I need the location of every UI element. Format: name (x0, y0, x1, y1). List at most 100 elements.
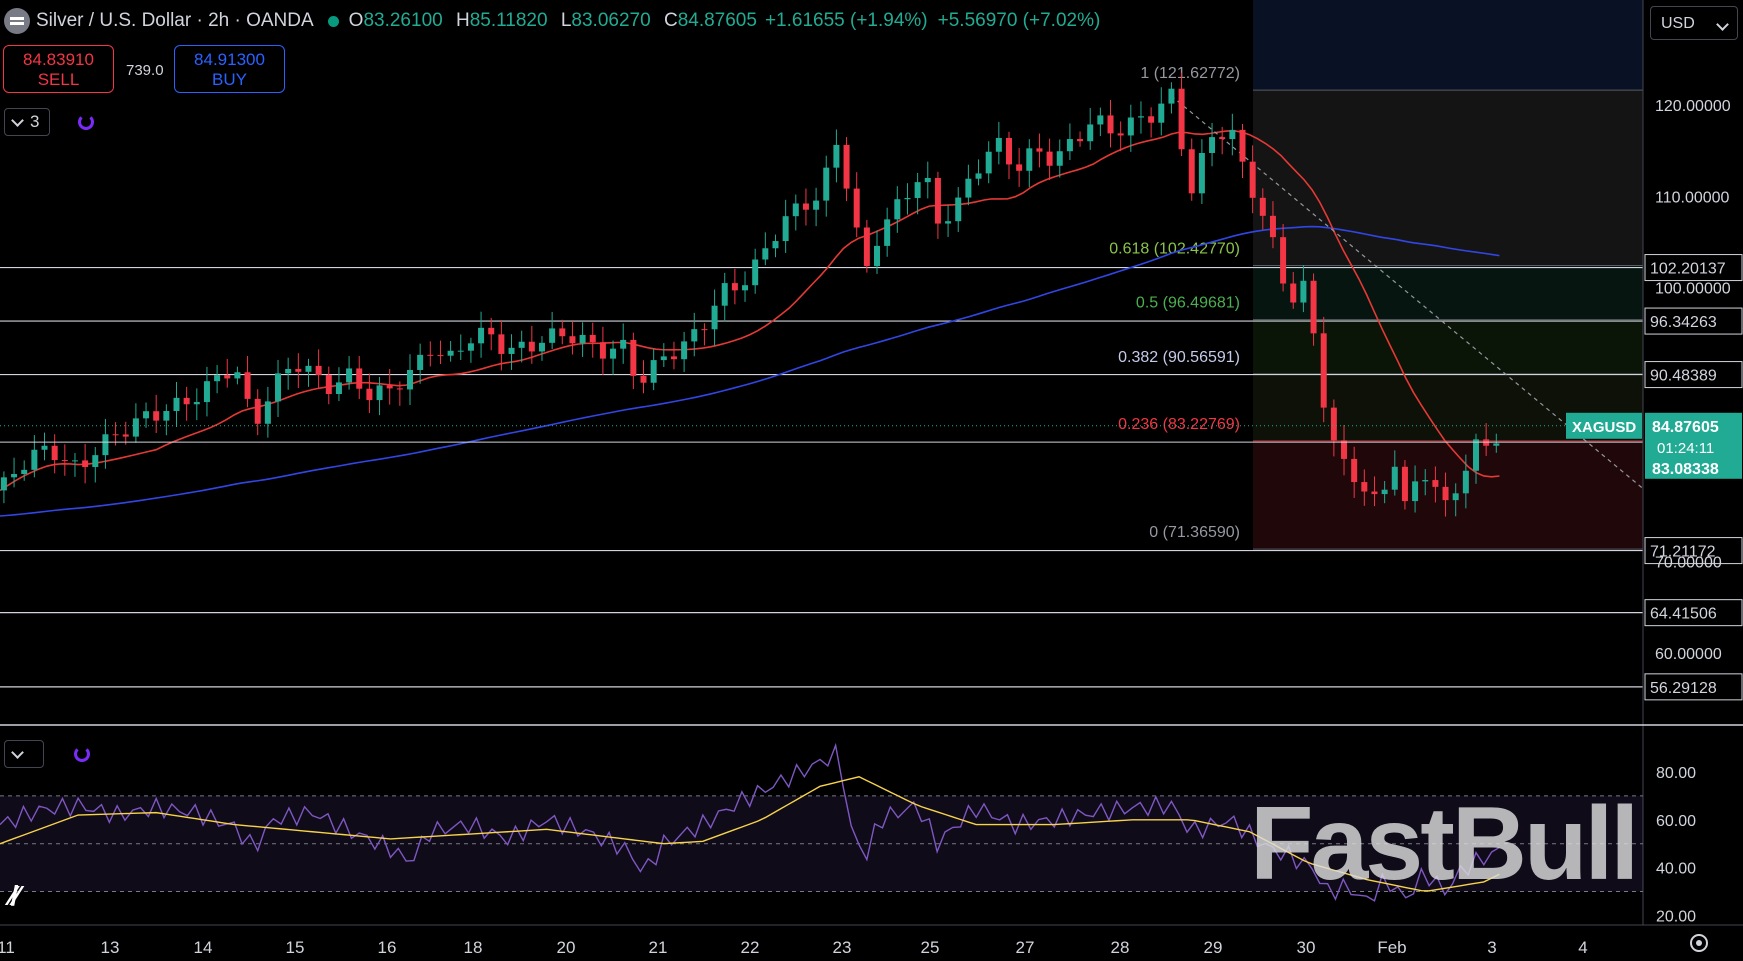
time-axis-label: 20 (557, 938, 576, 957)
candle-body (660, 356, 667, 361)
sell-button[interactable]: 84.83910 SELL (3, 45, 114, 93)
candle-body (670, 356, 677, 360)
tradingview-logo-icon[interactable]: ⁄/⁄ (10, 880, 19, 911)
candle-body (1452, 493, 1459, 501)
trend-line (1171, 95, 1644, 490)
candle-body (335, 382, 342, 394)
candle-body (538, 342, 545, 352)
price-axis-tick: 70.00000 (1655, 555, 1722, 572)
candle-body (214, 375, 221, 382)
candle-body (1493, 443, 1500, 446)
candle-body (366, 388, 373, 401)
candle-body (1148, 116, 1155, 123)
time-axis-label: 13 (101, 938, 120, 957)
candle-body (102, 434, 109, 456)
candle-body (264, 401, 271, 424)
candle-body (305, 365, 312, 372)
candle-body (437, 355, 444, 357)
candle-body (254, 398, 261, 424)
candle-body (599, 342, 606, 359)
fib-level-label: 0.618 (102.42770) (1109, 240, 1240, 257)
candle-body (1097, 115, 1104, 125)
close-value: 84.87605 (677, 10, 757, 31)
time-axis-label: 23 (833, 938, 852, 957)
candle-body (1371, 491, 1378, 495)
buy-label: BUY (212, 70, 247, 89)
settings-icon[interactable] (1690, 934, 1708, 952)
candle-body (417, 354, 424, 370)
candle-body (1056, 151, 1063, 166)
candle-body (1087, 124, 1094, 142)
time-axis-label: 11 (0, 938, 15, 957)
price-change: +1.61655 (+1.94%) (764, 10, 928, 31)
ohlc-values: O83.26100 H85.11820 L83.06270 C84.87605 (349, 10, 765, 32)
level-label: 64.41506 (1650, 606, 1717, 623)
symbol-tag: XAGUSD (1572, 419, 1636, 436)
rsi-ma-line (0, 776, 1500, 892)
level-label-box (1644, 537, 1743, 565)
candle-body (894, 199, 901, 220)
candle-body (92, 455, 99, 468)
market-open-dot-icon (327, 15, 339, 27)
rsi-axis-tick: 60.00 (1656, 813, 1696, 830)
level-label: 96.34263 (1650, 314, 1717, 331)
indicators-toggle[interactable]: 3 (4, 108, 50, 136)
candle-body (488, 327, 495, 335)
candle-body (630, 339, 637, 376)
candle-body (650, 360, 657, 383)
candle-body (884, 219, 891, 246)
candle-body (1046, 151, 1053, 166)
level-label: 90.48389 (1650, 368, 1717, 385)
candle-body (1198, 152, 1205, 194)
candle-body (975, 173, 982, 179)
open-key: O (348, 10, 364, 31)
candle-body (244, 372, 251, 399)
sync-icon[interactable] (78, 114, 94, 130)
price-change-total: +5.56970 (+7.02%) (937, 10, 1101, 31)
candle-body (721, 283, 728, 306)
candle-body (1351, 458, 1358, 483)
candle-body (1005, 137, 1012, 165)
candle-body (549, 328, 556, 343)
last-price-box (1645, 412, 1742, 479)
rsi-axis-tick: 40.00 (1656, 861, 1696, 878)
rsi-pane-toggle[interactable] (4, 740, 44, 768)
candle-body (1290, 283, 1297, 303)
fib-level-label: 1 (121.62772) (1140, 65, 1240, 82)
countdown-label: 01:24:11 (1657, 440, 1714, 457)
candle-body (579, 334, 586, 344)
candle-body (792, 203, 799, 217)
candle-body (1219, 137, 1226, 140)
chevron-down-icon (11, 113, 24, 127)
candle-body (965, 178, 972, 198)
candle-body (731, 283, 738, 291)
rsi-sync-icon[interactable] (74, 746, 90, 762)
currency-select[interactable]: USD (1650, 6, 1738, 40)
candle-body (1077, 139, 1084, 142)
candle-body (203, 381, 210, 403)
candle-body (427, 354, 434, 356)
silver-symbol-icon (4, 8, 30, 34)
candle-body (589, 334, 596, 343)
candle-body (51, 445, 58, 461)
candle-body (467, 343, 474, 351)
fib-zone (1253, 319, 1643, 374)
time-axis-label: 14 (194, 938, 213, 957)
candle-body (1361, 482, 1368, 492)
time-axis-label: 25 (921, 938, 940, 957)
candle-body (132, 418, 139, 437)
candle-body (701, 329, 708, 331)
candle-body (762, 248, 769, 260)
chevron-down-icon (1716, 18, 1729, 31)
rsi-axis-tick: 80.00 (1656, 765, 1696, 782)
candle-body (1036, 148, 1043, 152)
candle-body (620, 339, 627, 349)
fib-level-label: 0.382 (90.56591) (1118, 349, 1240, 366)
candle-body (1168, 88, 1175, 104)
price-axis-tick: 100.00000 (1655, 281, 1731, 298)
candle-body (955, 197, 962, 222)
candle-body (1107, 115, 1114, 134)
buy-button[interactable]: 84.91300 BUY (174, 45, 285, 93)
candle-body (640, 375, 647, 383)
